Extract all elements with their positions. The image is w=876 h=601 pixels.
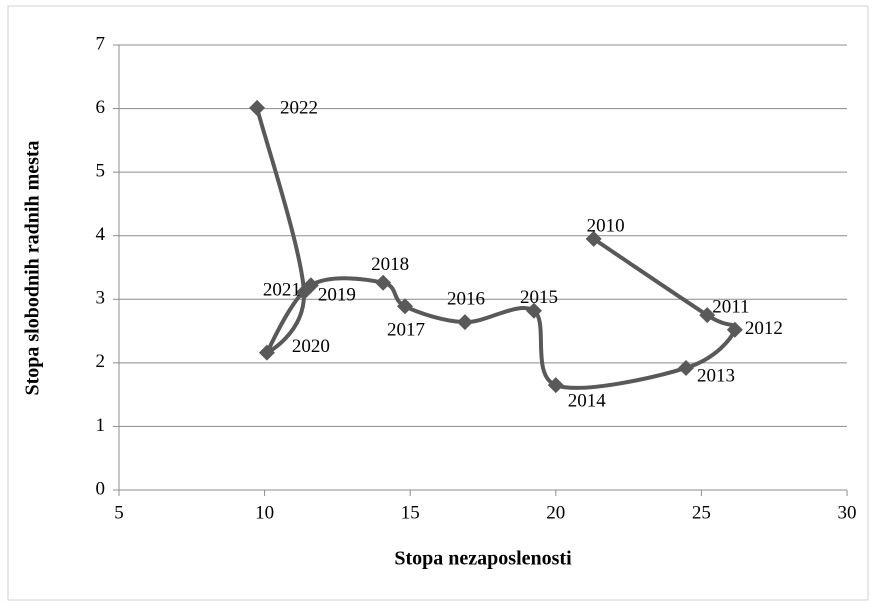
data-point <box>585 230 602 247</box>
x-axis-title: Stopa nezaposlenosti <box>394 548 572 570</box>
point-label: 2020 <box>292 336 330 357</box>
y-axis-title: Stopa slobodnih radnih mesta <box>22 140 44 395</box>
point-label: 2013 <box>697 365 735 386</box>
x-tick-label: 15 <box>401 502 420 523</box>
point-label: 2022 <box>280 97 318 118</box>
point-label: 2010 <box>587 215 625 236</box>
y-tick-label: 7 <box>96 33 106 54</box>
y-tick-label: 2 <box>96 351 106 372</box>
data-point <box>726 321 743 338</box>
data-point <box>249 99 266 116</box>
x-tick-label: 30 <box>838 502 857 523</box>
y-tick-label: 1 <box>96 415 106 436</box>
data-point <box>547 377 564 394</box>
data-point <box>525 302 542 319</box>
data-point <box>295 284 312 301</box>
point-label: 2014 <box>568 390 607 411</box>
data-point <box>375 274 392 291</box>
y-tick-label: 5 <box>96 161 106 182</box>
data-point <box>258 344 275 361</box>
x-tick-label: 5 <box>114 502 124 523</box>
data-point <box>699 307 716 324</box>
x-tick-label: 25 <box>692 502 711 523</box>
point-label: 2016 <box>447 289 485 310</box>
point-label: 2017 <box>387 320 425 341</box>
x-tick-label: 10 <box>255 502 274 523</box>
y-tick-label: 6 <box>96 97 106 118</box>
point-label: 2011 <box>712 297 749 318</box>
chart-frame <box>7 5 869 601</box>
point-label: 2015 <box>520 287 558 308</box>
point-label: 2018 <box>371 254 409 275</box>
point-label: 2019 <box>318 285 356 306</box>
data-point <box>677 359 694 376</box>
data-point <box>456 314 473 331</box>
data-point <box>396 298 413 315</box>
y-tick-label: 4 <box>96 224 106 245</box>
y-tick-label: 0 <box>96 478 106 499</box>
point-label: 2012 <box>745 318 783 339</box>
point-label: 2021 <box>263 280 301 301</box>
y-tick-label: 3 <box>96 288 106 309</box>
x-tick-label: 20 <box>546 502 565 523</box>
